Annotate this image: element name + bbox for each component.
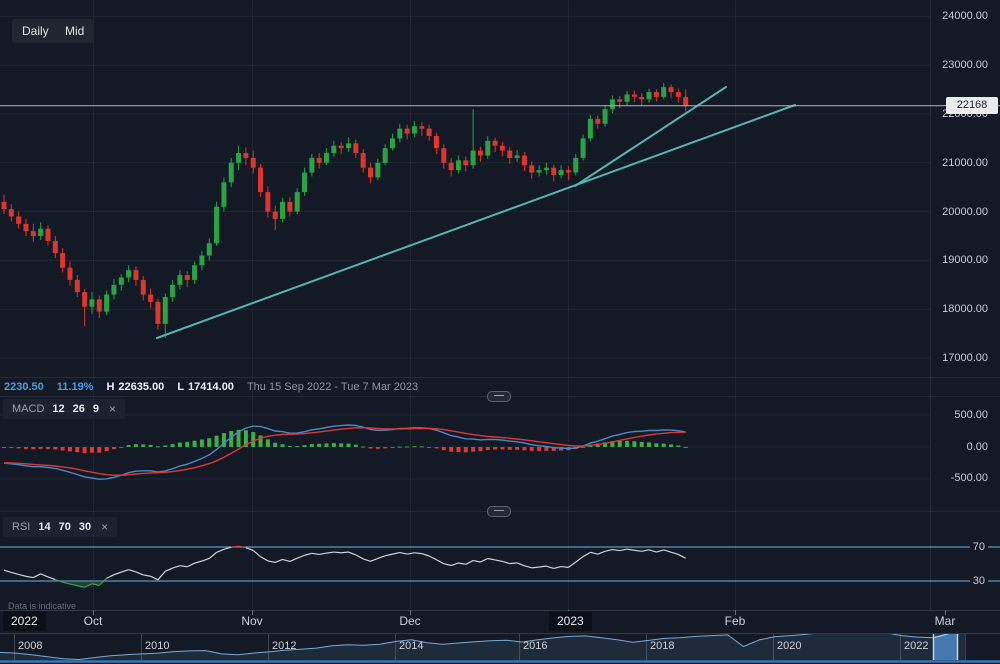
macd-layer bbox=[2, 424, 688, 481]
nav-year-2010: 2010 bbox=[145, 640, 170, 652]
rsi-param-period: 14 bbox=[38, 521, 51, 533]
macd-close-icon[interactable]: × bbox=[109, 402, 117, 416]
period-high: H 22635.00 bbox=[106, 381, 164, 393]
rsi-level-lines bbox=[0, 546, 1000, 582]
macd-tick-0: 0.00 bbox=[966, 441, 988, 453]
xaxis-tick bbox=[735, 610, 736, 615]
rsi-param-oversold: 30 bbox=[78, 521, 92, 533]
rsi-panel-resize-handle[interactable] bbox=[487, 506, 511, 517]
last-price-label: 22168 bbox=[946, 97, 998, 114]
macd-panel-resize-handle[interactable] bbox=[487, 391, 511, 402]
gridlines bbox=[0, 0, 1000, 634]
rsi-title: RSI bbox=[12, 521, 31, 533]
data-indicative-note: Data is indicative bbox=[8, 601, 77, 611]
macd-tick-neg500: -500.00 bbox=[950, 472, 988, 484]
xaxis-tick bbox=[93, 610, 94, 615]
nav-year-2018: 2018 bbox=[650, 640, 675, 652]
price-tick-24000: 24000.00 bbox=[942, 10, 988, 22]
macd-tick-500: 500.00 bbox=[954, 409, 988, 421]
price-tick-17000: 17000.00 bbox=[942, 352, 988, 364]
xaxis-label-2023: 2023 bbox=[549, 611, 592, 631]
high-label: H bbox=[106, 381, 115, 393]
rsi-close-icon[interactable]: × bbox=[101, 520, 109, 534]
trendline[interactable] bbox=[156, 104, 796, 339]
high-value: 22635.00 bbox=[118, 381, 165, 393]
timeframe-daily-button[interactable]: Daily bbox=[12, 19, 59, 43]
rsi-tick-30: 30 bbox=[969, 574, 988, 588]
candles-layer bbox=[1, 83, 689, 338]
low-label: L bbox=[177, 381, 185, 393]
xaxis-label-oct: Oct bbox=[83, 614, 103, 628]
date-range: Thu 15 Sep 2022 - Tue 7 Mar 2023 bbox=[246, 381, 419, 393]
macd-indicator-box: MACD 12 26 9 × bbox=[3, 399, 126, 419]
status-bar: 2230.50 11.19% H 22635.00 L 17414.00 Thu 1… bbox=[4, 381, 418, 393]
xaxis-tick bbox=[252, 610, 253, 615]
macd-param-fast: 12 bbox=[52, 403, 65, 415]
xaxis-label-feb: Feb bbox=[724, 614, 746, 628]
xaxis-tick bbox=[410, 610, 411, 615]
nav-year-2020: 2020 bbox=[777, 640, 802, 652]
period-change: 2230.50 bbox=[4, 381, 44, 393]
rsi-tick-70: 70 bbox=[969, 540, 988, 554]
nav-year-2014: 2014 bbox=[399, 640, 424, 652]
macd-title: MACD bbox=[12, 403, 45, 415]
rsi-param-overbought: 70 bbox=[58, 521, 71, 533]
nav-year-2012: 2012 bbox=[272, 640, 297, 652]
macd-param-signal: 9 bbox=[92, 403, 100, 415]
period-change-pct: 11.19% bbox=[56, 381, 94, 393]
xaxis-label-dec: Dec bbox=[399, 614, 421, 628]
xaxis-label-2022: 2022 bbox=[3, 611, 46, 631]
xaxis-tick bbox=[945, 610, 946, 615]
price-type-mid-button[interactable]: Mid bbox=[55, 19, 95, 43]
navigator bbox=[0, 634, 1000, 663]
price-tick-23000: 23000.00 bbox=[942, 59, 988, 71]
price-tick-19000: 19000.00 bbox=[942, 254, 988, 266]
nav-year-2022: 2022 bbox=[904, 640, 929, 652]
rsi-layer bbox=[3, 545, 686, 588]
trendline[interactable] bbox=[574, 86, 727, 187]
trendlines bbox=[156, 86, 796, 339]
macd-param-slow: 26 bbox=[72, 403, 85, 415]
nav-year-2008: 2008 bbox=[18, 640, 43, 652]
nav-year-2016: 2016 bbox=[523, 640, 548, 652]
rsi-indicator-box: RSI 14 70 30 × bbox=[3, 517, 118, 537]
price-tick-18000: 18000.00 bbox=[942, 303, 988, 315]
xaxis-label-mar: Mar bbox=[934, 614, 956, 628]
price-tick-21000: 21000.00 bbox=[942, 157, 988, 169]
price-tick-20000: 20000.00 bbox=[942, 206, 988, 218]
low-value: 17414.00 bbox=[188, 381, 234, 393]
xaxis-label-nov: Nov bbox=[241, 614, 263, 628]
period-low: L 17414.00 bbox=[177, 381, 234, 393]
